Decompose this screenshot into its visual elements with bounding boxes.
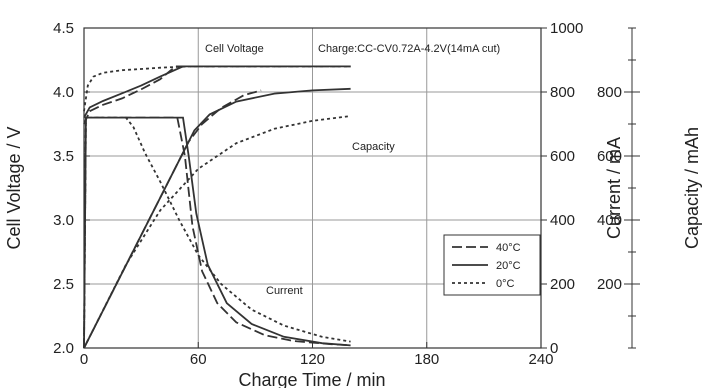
annotation-capacity: Capacity (352, 141, 395, 153)
y-axis-title-current: Current / mA (604, 137, 624, 239)
legend-label-0c: 0°C (496, 278, 515, 290)
y-capacity-tick-label: 400 (597, 212, 622, 229)
series-layer (83, 65, 351, 349)
y-current-tick-label: 1000 (550, 20, 583, 37)
y-left-tick-label: 3.5 (53, 148, 74, 165)
y-capacity-tick-label: 200 (597, 276, 622, 293)
legend-label-20c: 20°C (496, 260, 521, 272)
voltage-line-40c (83, 65, 351, 125)
annotation-cell-voltage: Cell Voltage (205, 43, 264, 55)
legend-label-40c: 40°C (496, 242, 521, 254)
capacity-line-20c (83, 87, 351, 349)
legend: 40°C 20°C 0°C (443, 234, 541, 296)
voltage-line-0c (83, 65, 351, 112)
y-left-tick-label: 3.0 (53, 212, 74, 229)
legend-box (443, 234, 541, 296)
voltage-line-20c (83, 65, 351, 119)
annotation-charge-condition: Charge:CC-CV0.72A-4.2V(14mA cut) (318, 43, 500, 55)
y-current-tick-label: 600 (550, 148, 575, 165)
y-left-tick-label: 4.0 (53, 84, 74, 101)
y-current-tick-label: 800 (550, 84, 575, 101)
x-tick-label: 120 (300, 351, 325, 368)
y-left-tick-label: 2.0 (53, 340, 74, 357)
y-current-tick-label: 400 (550, 212, 575, 229)
x-tick-label: 0 (80, 351, 88, 368)
y-current-tick-label: 0 (550, 340, 558, 357)
y-left-tick-label: 4.5 (53, 20, 74, 37)
grid-lines (84, 28, 541, 348)
y-axis-title-capacity: Capacity / mAh (682, 127, 702, 249)
y-capacity-tick-label: 600 (597, 148, 622, 165)
y-axis-title-left: Cell Voltage / V (4, 126, 24, 249)
y-capacity-tick-label: 800 (597, 84, 622, 101)
x-tick-label: 240 (528, 351, 553, 368)
current-line-20c (83, 116, 351, 349)
current-line-40c (83, 116, 351, 349)
capacity-line-40c (83, 89, 262, 349)
x-tick-label: 180 (414, 351, 439, 368)
annotation-current: Current (266, 285, 303, 297)
y-left-tick-label: 2.5 (53, 276, 74, 293)
capacity-line-0c (83, 115, 351, 349)
y-current-tick-label: 200 (550, 276, 575, 293)
x-tick-label: 60 (190, 351, 207, 368)
current-line-0c (83, 116, 351, 349)
axis-ticks: 0 60 120 180 240 2.0 2.5 3.0 3.5 4.0 4.5 0 200 400 600… (53, 20, 640, 368)
x-axis-title: Charge Time / min (238, 370, 385, 388)
